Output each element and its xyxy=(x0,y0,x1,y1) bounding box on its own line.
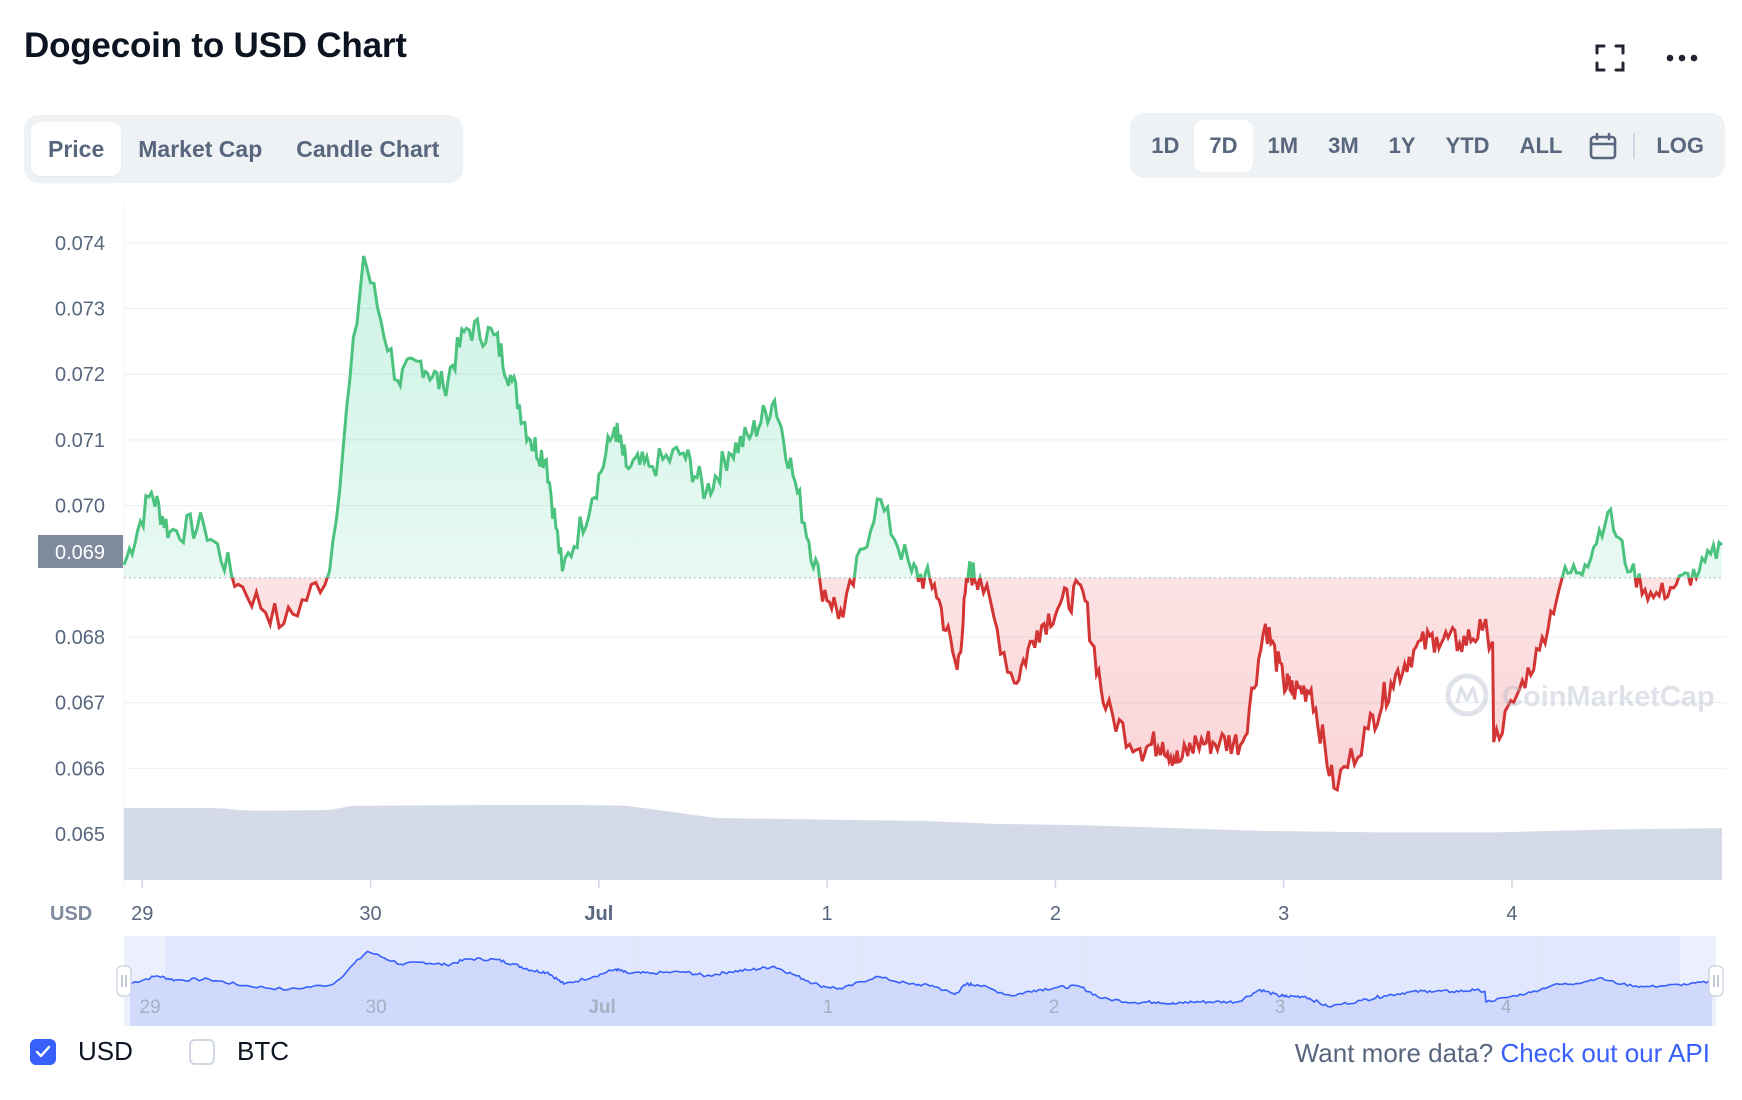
x-tick-label: Jul xyxy=(584,903,613,925)
navigator-right-handle[interactable] xyxy=(1708,965,1724,997)
btc-checkbox-label: BTC xyxy=(237,1036,289,1066)
calendar-icon[interactable] xyxy=(1577,120,1629,172)
navigator-tick-label: 29 xyxy=(140,997,161,1018)
y-tick-label: 0.066 xyxy=(55,758,105,780)
navigator-line xyxy=(129,950,1713,1008)
y-tick-label: 0.073 xyxy=(55,299,105,321)
log-scale-toggle[interactable]: LOG xyxy=(1656,132,1704,158)
checkbox-checked-icon xyxy=(30,1038,56,1065)
usd-checkbox-label: USD xyxy=(78,1036,133,1066)
range-1d[interactable]: 1D xyxy=(1151,132,1180,158)
navigator-tick-label: Jul xyxy=(588,997,615,1018)
volume-area xyxy=(124,805,1722,880)
x-tick-label: 3 xyxy=(1278,903,1289,925)
more-dots-icon[interactable] xyxy=(1660,40,1704,76)
x-tick-label: 2 xyxy=(1050,903,1061,925)
price-line-up xyxy=(122,255,1724,578)
range-ytd[interactable]: YTD xyxy=(1445,132,1490,158)
btc-checkbox[interactable]: BTC xyxy=(189,1036,289,1067)
navigator-tick-label: 1 xyxy=(823,997,834,1018)
navigator-tick-label: 2 xyxy=(1049,997,1060,1018)
calendar-icon-glyph xyxy=(1590,132,1617,159)
y-tick-label: 0.072 xyxy=(55,364,105,386)
tab-price[interactable]: Price xyxy=(31,122,122,176)
navigator-tick-label: 4 xyxy=(1501,997,1512,1018)
y-tick-label: 0.070 xyxy=(55,496,105,518)
price-line-down xyxy=(230,577,1699,793)
y-tick-label: 0.068 xyxy=(55,627,105,649)
range-all[interactable]: ALL xyxy=(1519,132,1563,158)
coinmarketcap-logo: CoinMarketCap xyxy=(1445,673,1715,717)
price-fill-up xyxy=(124,256,1722,578)
x-tick-label: 4 xyxy=(1506,903,1517,925)
navigator-left-handle[interactable] xyxy=(116,965,132,997)
expand-icon-glyph xyxy=(1595,44,1625,72)
api-promo: Want more data? Check out our API xyxy=(1295,1038,1710,1069)
current-price-tag xyxy=(38,535,123,568)
usd-checkbox[interactable]: USD xyxy=(30,1036,133,1067)
y-tick-label: 0.065 xyxy=(55,824,105,846)
api-promo-text: Want more data? xyxy=(1294,1038,1494,1068)
checkbox-unchecked-icon xyxy=(189,1038,215,1065)
price-fill-down xyxy=(232,577,1697,790)
x-tick-label: 30 xyxy=(359,903,381,925)
navigator-tick-label: 30 xyxy=(366,997,387,1018)
y-tick-label: 0.071 xyxy=(55,430,105,452)
more-dots-icon-glyph xyxy=(1666,54,1698,62)
tab-market-cap[interactable]: Market Cap xyxy=(138,135,263,162)
x-axis-ticks: 29 30 Jul 1 2 3 4 xyxy=(131,880,1518,925)
currency-axis-label: USD xyxy=(50,903,92,925)
navigator-area xyxy=(130,951,1712,1026)
y-tick-label: 0.074 xyxy=(55,233,105,255)
y-axis-ticks: 0.074 0.073 0.072 0.071 0.070 0.068 0.067 0.066… xyxy=(55,233,105,846)
x-tick-label: 1 xyxy=(822,903,833,925)
range-1m[interactable]: 1M xyxy=(1267,132,1299,158)
y-tick-label: 0.067 xyxy=(55,693,105,715)
api-link[interactable]: Check out our API xyxy=(1500,1038,1710,1068)
range-divider xyxy=(1633,132,1636,159)
x-tick-label: 29 xyxy=(131,903,153,925)
page-title: Dogecoin to USD Chart xyxy=(24,26,407,65)
watermark-text: CoinMarketCap xyxy=(1502,681,1715,713)
current-price-label: 0.069 xyxy=(55,542,105,564)
expand-icon[interactable] xyxy=(1588,40,1632,76)
range-1y[interactable]: 1Y xyxy=(1388,132,1416,158)
navigator-tick-label: 3 xyxy=(1275,997,1286,1018)
tab-candle-chart[interactable]: Candle Chart xyxy=(296,135,440,162)
range-3m[interactable]: 3M xyxy=(1328,132,1359,158)
navigator-x-ticks: 29 30 Jul 1 2 3 4 xyxy=(140,997,1512,1018)
range-7d[interactable]: 7D xyxy=(1194,119,1253,172)
time-range-selector: 1D 7D 1M 3M 1Y YTD ALL LOG xyxy=(1130,113,1725,178)
chart-type-tabs: Price Market Cap Candle Chart xyxy=(24,115,464,183)
